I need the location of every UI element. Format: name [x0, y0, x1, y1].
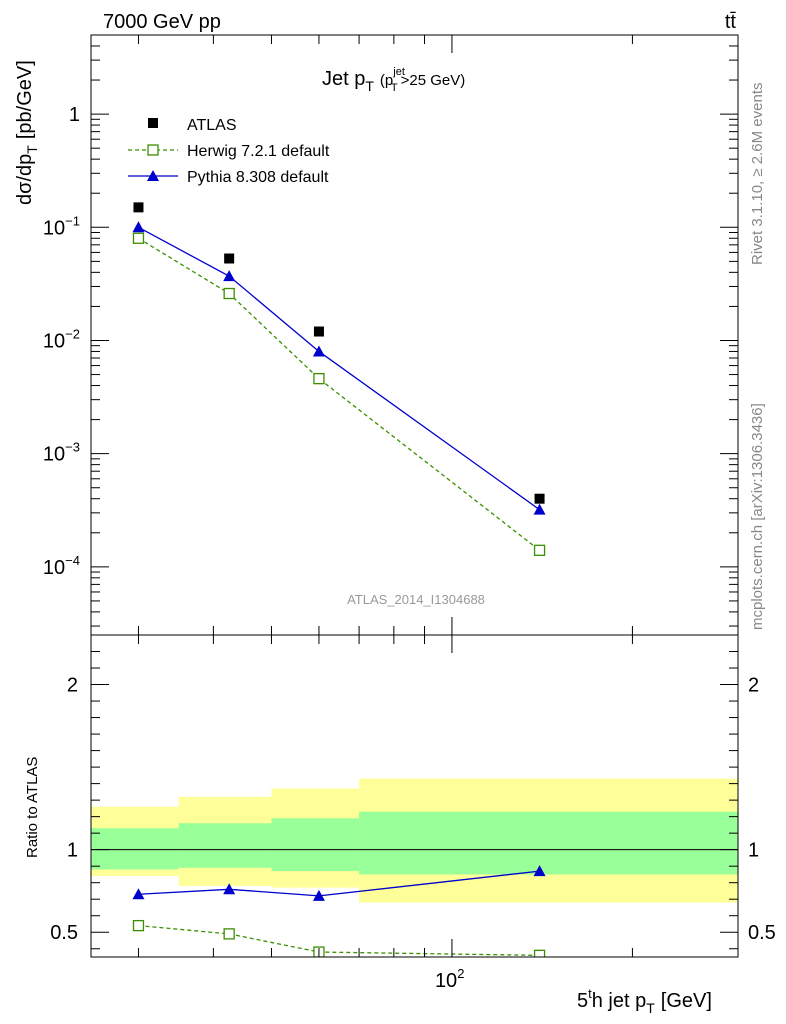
main-atlas-point-0	[133, 202, 144, 213]
main-pythia-point-2	[312, 345, 325, 357]
axis-ticks	[91, 34, 739, 957]
header-energy: 7000 GeV pp	[103, 11, 221, 33]
main-atlas-point-1	[224, 253, 235, 264]
stat-band-2	[271, 818, 360, 872]
main-pythia-point-0	[132, 221, 145, 233]
main-atlas-point-3	[534, 493, 545, 504]
main-herwig-point-1	[223, 287, 235, 300]
ratio-pythia-point-3	[533, 865, 546, 877]
ratio-uncertainty-bands	[91, 778, 738, 903]
rivet-label: Rivet 3.1.10, ≥ 2.6M events	[749, 83, 766, 266]
ratio-herwig-point-0	[132, 919, 145, 932]
ratio-herwig-point-1	[223, 928, 235, 940]
ratio-y-tick-label-right-2: 2	[748, 675, 759, 697]
legend-pythia-marker	[147, 170, 159, 181]
header-process: tt̄	[725, 11, 737, 33]
stat-band-1	[178, 823, 272, 868]
main-atlas-point-2	[313, 326, 324, 337]
main-herwig-line	[138, 237, 540, 551]
main-y-tick-label-4: 10−4	[43, 553, 80, 579]
chart-title: Jet pT (pjet T >25 GeV)	[322, 66, 465, 94]
ratio-y-tick-label-left-1: 1	[67, 840, 78, 862]
analysis-watermark: ATLAS_2014_I1304688	[347, 592, 485, 607]
main-y-axis-title: dσ/dpT[pb/GeV]	[14, 60, 40, 205]
ratio-pythia-line	[138, 870, 540, 897]
main-herwig-point-0	[132, 232, 145, 244]
main-y-tick-label-2: 10−2	[43, 326, 80, 352]
ratio-herwig-line	[138, 924, 540, 956]
ratio-y-tick-label-right-0: 0.5	[748, 922, 776, 944]
legend-herwig-marker	[147, 144, 159, 156]
ratio-y-tick-label-right-1: 1	[748, 840, 759, 862]
x-axis-title: 5th jet pT [GeV]	[577, 986, 712, 1016]
main-pythia-line	[138, 226, 540, 511]
legend: ATLAS Herwig 7.2.1 default Pythia 8.308 …	[128, 117, 330, 186]
main-herwig-point-2	[313, 373, 325, 385]
ratio-y-tick-label-left-2: 2	[67, 675, 78, 697]
mcplots-label: mcplots.cern.ch [arXiv:1306.3436]	[749, 403, 766, 630]
main-herwig-point-3	[533, 544, 546, 556]
main-y-tick-label-1: 10−1	[43, 213, 80, 239]
main-y-tick-label-0: 1	[69, 104, 80, 126]
legend-atlas-label: ATLAS	[187, 117, 237, 134]
ratio-herwig-point-3	[533, 949, 546, 957]
x-tick-label-0: 102	[435, 966, 464, 992]
ratio-pythia-point-0	[132, 888, 145, 900]
ratio-pythia-point-1	[223, 883, 236, 895]
main-series-layer	[132, 202, 546, 556]
ratio-frame	[90, 634, 739, 958]
legend-atlas-marker	[148, 118, 158, 128]
stat-band-3	[359, 811, 738, 875]
ratio-pythia-point-2	[312, 889, 325, 901]
main-pythia-point-1	[223, 270, 236, 282]
ratio-y-tick-label-left-0: 0.5	[50, 922, 78, 944]
main-y-tick-label-3: 10−3	[43, 440, 80, 466]
ratio-y-axis-title: Ratio to ATLAS	[24, 757, 41, 858]
legend-pythia-label: Pythia 8.308 default	[187, 169, 329, 186]
main-pythia-point-3	[533, 503, 546, 515]
legend-herwig-label: Herwig 7.2.1 default	[187, 143, 330, 160]
stat-band-0	[91, 828, 179, 870]
